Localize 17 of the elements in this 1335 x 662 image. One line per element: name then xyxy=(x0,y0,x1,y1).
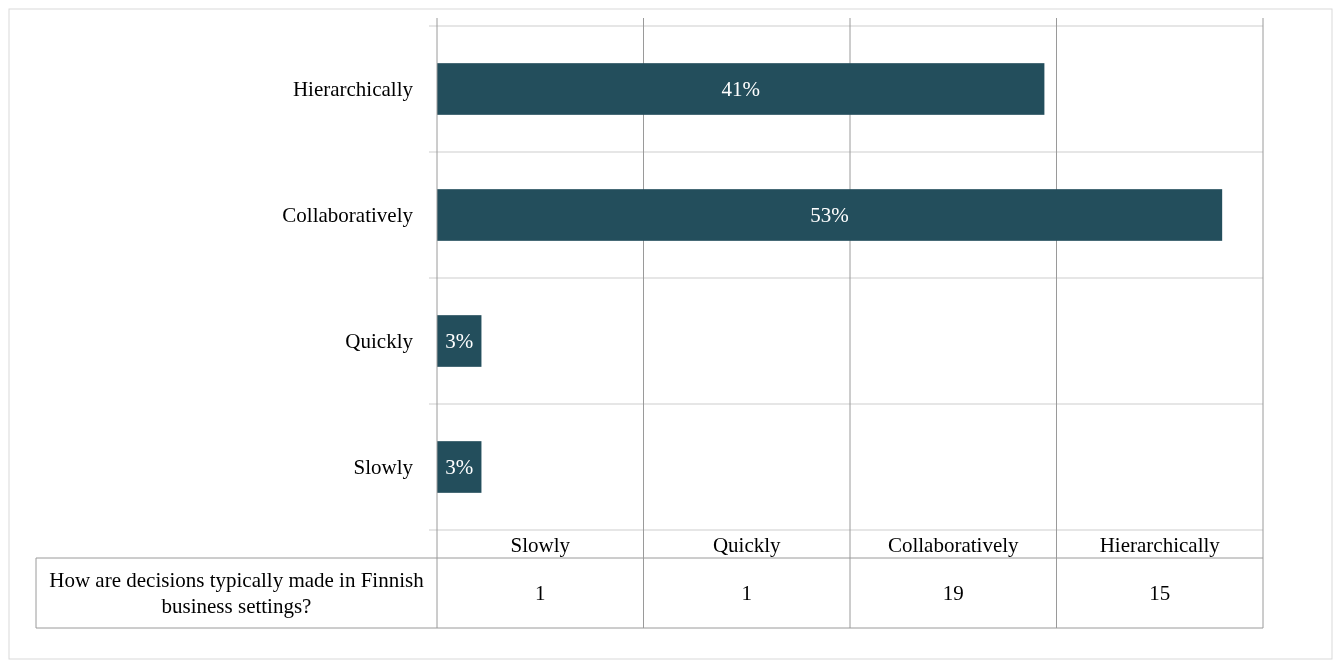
text: 19 xyxy=(942,581,964,606)
data-label: 3% xyxy=(445,455,474,480)
text: 15 xyxy=(1149,581,1171,606)
y-tick-label: Slowly xyxy=(353,455,414,480)
data-label: 53% xyxy=(810,203,849,228)
data-label: 3% xyxy=(445,329,474,354)
category-label: Hierarchically xyxy=(1099,533,1220,557)
category-label: Collaboratively xyxy=(887,533,1019,557)
text: 1 xyxy=(535,581,546,606)
y-tick-label: Collaboratively xyxy=(282,203,414,228)
text: 1 xyxy=(741,581,752,606)
category-label: Slowly xyxy=(510,533,571,557)
text: How are decisions typically made in Finnish business settings? xyxy=(48,567,425,620)
data-label: 41% xyxy=(721,77,760,102)
y-tick-label: Hierarchically xyxy=(292,77,414,102)
y-tick-label: Quickly xyxy=(345,329,414,354)
category-label: Quickly xyxy=(712,533,781,557)
